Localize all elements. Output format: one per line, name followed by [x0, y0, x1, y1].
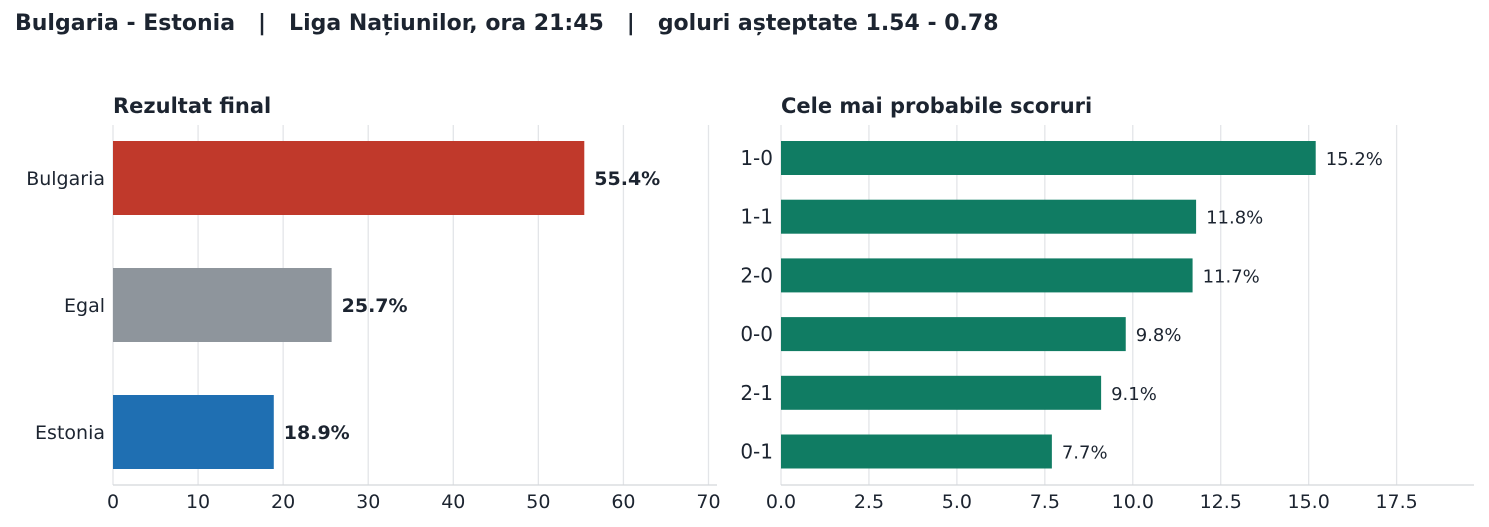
chart-title: Rezultat final	[113, 94, 271, 118]
x-tick-label: 20	[271, 491, 295, 513]
bar	[113, 268, 332, 342]
data-label: 55.4%	[594, 168, 660, 190]
data-label: 25.7%	[342, 295, 408, 317]
category-label: 1-1	[740, 205, 773, 229]
bar	[781, 434, 1052, 469]
chart-title: Cele mai probabile scoruri	[781, 94, 1092, 118]
category-label: 1-0	[740, 146, 773, 170]
data-label: 15.2%	[1326, 149, 1383, 170]
bar	[781, 141, 1316, 175]
x-tick-label: 0	[107, 491, 119, 513]
category-label: Egal	[64, 295, 105, 317]
bar	[781, 317, 1126, 352]
x-tick-label: 40	[441, 491, 465, 513]
category-label: 0-1	[740, 440, 773, 464]
x-tick-label: 0.0	[766, 491, 796, 513]
x-tick-label: 12.5	[1200, 491, 1242, 513]
x-tick-label: 2.5	[854, 491, 884, 513]
data-label: 7.7%	[1062, 443, 1108, 464]
x-tick-label: 17.5	[1375, 491, 1417, 513]
x-tick-label: 5.0	[942, 491, 972, 513]
category-label: Estonia	[35, 422, 105, 444]
data-label: 9.8%	[1136, 325, 1182, 346]
x-tick-label: 15.0	[1288, 491, 1330, 513]
bar	[781, 199, 1197, 234]
data-label: 9.1%	[1111, 384, 1157, 405]
x-tick-label: 50	[526, 491, 550, 513]
category-label: 0-0	[740, 322, 773, 346]
bar	[113, 141, 585, 215]
category-label: 2-1	[740, 381, 773, 405]
category-label: Bulgaria	[26, 168, 105, 190]
data-label: 18.9%	[284, 422, 350, 444]
x-tick-label: 30	[356, 491, 380, 513]
bar	[781, 375, 1102, 410]
bar	[781, 258, 1193, 293]
category-label: 2-0	[740, 263, 773, 287]
x-tick-label: 10.0	[1112, 491, 1154, 513]
x-tick-label: 70	[696, 491, 720, 513]
x-tick-label: 7.5	[1030, 491, 1060, 513]
data-label: 11.8%	[1206, 208, 1263, 229]
x-tick-label: 10	[186, 491, 210, 513]
page-title: Bulgaria - Estonia | Liga Națiunilor, or…	[15, 11, 999, 36]
x-tick-label: 60	[611, 491, 635, 513]
bar	[113, 395, 274, 469]
data-label: 11.7%	[1203, 266, 1260, 287]
